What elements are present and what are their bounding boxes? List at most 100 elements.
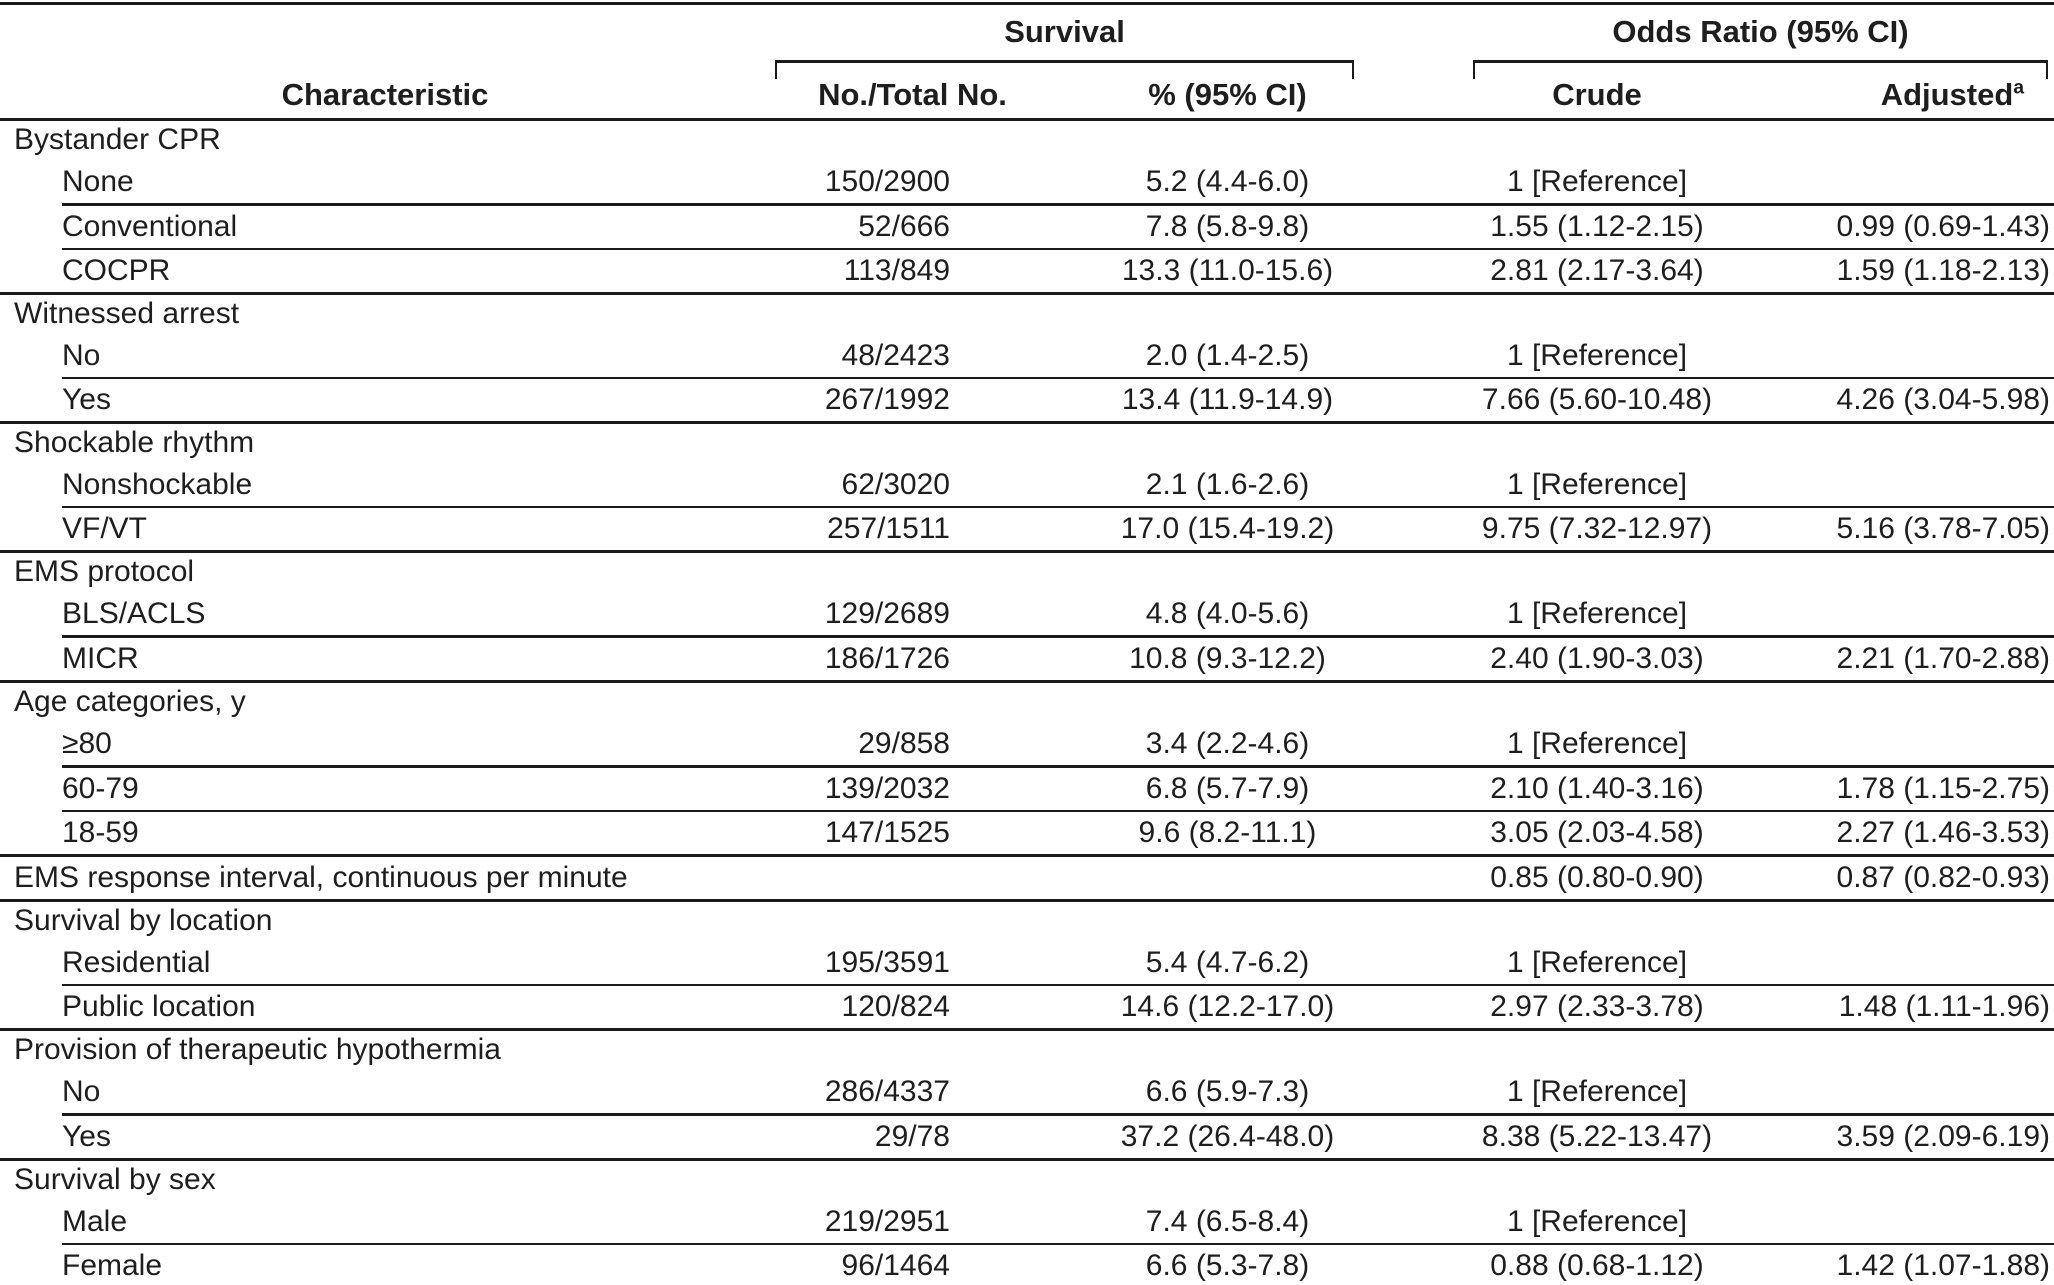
- group-divider: [0, 292, 2054, 295]
- adjusted-or-cell: 3.59 (2.09-6.19): [1836, 1120, 2050, 1153]
- table-row: Residential 195/3591 5.4 (4.7-6.2) 1 [Re…: [0, 942, 2054, 984]
- table-row: Public location 120/824 14.6 (12.2-17.0)…: [0, 986, 2054, 1028]
- pct-ci-cell: 6.8 (5.7-7.9): [1145, 772, 1310, 805]
- no-total-cell: 29/78: [874, 1120, 950, 1153]
- crude-or-cell: 3.05 (2.03-4.58): [1490, 816, 1704, 849]
- pct-ci-cell: 2.0 (1.4-2.5): [1145, 339, 1310, 372]
- survival-spanner-bracket: [775, 60, 1354, 79]
- crude-or-cell: 1 [Reference]: [1506, 1075, 1688, 1108]
- characteristic-cell: Male: [62, 1205, 128, 1238]
- characteristic-cell: 18-59: [62, 816, 139, 849]
- group-row: Shockable rhythm: [0, 424, 2054, 464]
- pct-ci-cell: 9.6 (8.2-11.1): [1138, 816, 1317, 849]
- adjusted-or-cell: 1.48 (1.11-1.96): [1838, 990, 2050, 1023]
- pct-ci-cell: 3.4 (2.2-4.6): [1145, 727, 1310, 760]
- table-row: No 286/4337 6.6 (5.9-7.3) 1 [Reference]: [0, 1071, 2054, 1113]
- crude-or-cell: 0.88 (0.68-1.12): [1490, 1249, 1704, 1282]
- pct-ci-cell: 37.2 (26.4-48.0): [1120, 1120, 1335, 1153]
- pct-ci-cell: 6.6 (5.9-7.3): [1145, 1075, 1310, 1108]
- group-label: Survival by sex: [14, 1163, 216, 1196]
- row-divider: [62, 1113, 2054, 1116]
- characteristic-cell: Public location: [62, 990, 256, 1023]
- crude-or-cell: 9.75 (7.32-12.97): [1481, 512, 1713, 545]
- row-divider: [62, 984, 2054, 986]
- odds-ratio-spanner-bracket: [1473, 60, 2048, 79]
- table-row: Male 219/2951 7.4 (6.5-8.4) 1 [Reference…: [0, 1201, 2054, 1243]
- characteristic-cell: MICR: [62, 642, 139, 675]
- characteristic-cell: None: [62, 165, 134, 198]
- adjusted-header: Adjusteda: [1750, 77, 2054, 113]
- no-total-cell: 129/2689: [824, 597, 950, 630]
- odds-ratio-spanner: Odds Ratio (95% CI): [1400, 0, 2054, 121]
- group-label: Survival by location: [14, 904, 273, 937]
- table-row: BLS/ACLS 129/2689 4.8 (4.0-5.6) 1 [Refer…: [0, 593, 2054, 635]
- characteristic-cell: Conventional: [62, 210, 238, 243]
- characteristic-cell: Female: [62, 1249, 163, 1282]
- no-total-cell: 195/3591: [824, 946, 950, 979]
- crude-or-cell: 1 [Reference]: [1506, 1205, 1688, 1238]
- table-row: ≥80 29/858 3.4 (2.2-4.6) 1 [Reference]: [0, 723, 2054, 765]
- pct-ci-cell: 4.8 (4.0-5.6): [1145, 597, 1310, 630]
- pct-ci-cell: 17.0 (15.4-19.2): [1120, 512, 1335, 545]
- table-row: MICR 186/1726 10.8 (9.3-12.2) 2.40 (1.90…: [0, 638, 2054, 680]
- no-total-cell: 150/2900: [824, 165, 950, 198]
- row-divider: [62, 1243, 2054, 1245]
- group-row: Survival by sex: [0, 1161, 2054, 1201]
- group-label: Bystander CPR: [14, 123, 221, 156]
- pct-ci-cell: 13.3 (11.0-15.6): [1121, 254, 1334, 287]
- group-row: Bystander CPR: [0, 121, 2054, 161]
- top-rule: [0, 2, 2054, 5]
- group-divider: [0, 680, 2054, 683]
- crude-or-cell: 1 [Reference]: [1506, 727, 1688, 760]
- row-divider: [62, 203, 2054, 206]
- column-headers: Characteristic No./Total No. % (95% CI) …: [0, 77, 2054, 113]
- group-row: Provision of therapeutic hypothermia: [0, 1031, 2054, 1071]
- crude-or-cell: 0.85 (0.80-0.90): [1490, 861, 1704, 894]
- characteristic-cell: Nonshockable: [62, 468, 253, 501]
- pct-ci-cell: 5.2 (4.4-6.0): [1145, 165, 1310, 198]
- no-total-cell: 267/1992: [824, 383, 950, 416]
- adjusted-or-cell: 2.21 (1.70-2.88): [1836, 642, 2050, 675]
- footnote-marker: a: [2013, 77, 2024, 99]
- pct-ci-cell: 2.1 (1.6-2.6): [1145, 468, 1310, 501]
- adjusted-or-cell: 1.59 (1.18-2.13): [1836, 254, 2050, 287]
- adjusted-or-cell: 1.78 (1.15-2.75): [1836, 772, 2050, 805]
- adjusted-or-cell: 0.99 (0.69-1.43): [1836, 210, 2050, 243]
- crude-or-cell: 8.38 (5.22-13.47): [1481, 1120, 1713, 1153]
- row-divider: [62, 810, 2054, 812]
- no-total-cell: 139/2032: [824, 772, 950, 805]
- table-row: COCPR 113/849 13.3 (11.0-15.6) 2.81 (2.1…: [0, 250, 2054, 292]
- group-label: Provision of therapeutic hypothermia: [14, 1033, 501, 1066]
- characteristic-cell: COCPR: [62, 254, 171, 287]
- group-label: Age categories, y: [14, 685, 246, 718]
- characteristic-cell: No: [62, 1075, 101, 1108]
- pct-ci-cell: 7.4 (6.5-8.4): [1145, 1205, 1310, 1238]
- crude-or-cell: 1 [Reference]: [1506, 165, 1688, 198]
- characteristic-cell: Yes: [62, 1120, 111, 1153]
- pct-ci-cell: 10.8 (9.3-12.2): [1129, 642, 1326, 675]
- crude-or-cell: 2.81 (2.17-3.64): [1490, 254, 1704, 287]
- adjusted-or-cell: 5.16 (3.78-7.05): [1836, 512, 2050, 545]
- no-total-cell: 52/666: [858, 210, 950, 243]
- crude-or-cell: 1.55 (1.12-2.15): [1490, 210, 1704, 243]
- pct-ci-cell: 13.4 (11.9-14.9): [1121, 383, 1334, 416]
- row-divider: [62, 377, 2054, 379]
- table-row: Nonshockable 62/3020 2.1 (1.6-2.6) 1 [Re…: [0, 464, 2054, 506]
- characteristic-cell: Residential: [62, 946, 211, 979]
- no-total-header: No./Total No.: [818, 77, 1007, 112]
- table-row: EMS response interval, continuous per mi…: [0, 857, 2054, 899]
- row-divider: [62, 765, 2054, 768]
- table-row: Female 96/1464 6.6 (5.3-7.8) 0.88 (0.68-…: [0, 1245, 2054, 1285]
- crude-or-cell: 1 [Reference]: [1506, 468, 1688, 501]
- adjusted-header-label: Adjusted: [1880, 77, 2014, 112]
- pct-ci-cell: 7.8 (5.8-9.8): [1145, 210, 1310, 243]
- crude-or-cell: 1 [Reference]: [1506, 339, 1688, 372]
- crude-or-cell: 1 [Reference]: [1506, 597, 1688, 630]
- characteristic-cell: VF/VT: [62, 512, 148, 545]
- crude-header: Crude: [1552, 77, 1642, 112]
- table-row: None 150/2900 5.2 (4.4-6.0) 1 [Reference…: [0, 161, 2054, 203]
- row-divider: [62, 635, 2054, 638]
- no-total-cell: 186/1726: [824, 642, 950, 675]
- no-total-cell: 29/858: [858, 727, 950, 760]
